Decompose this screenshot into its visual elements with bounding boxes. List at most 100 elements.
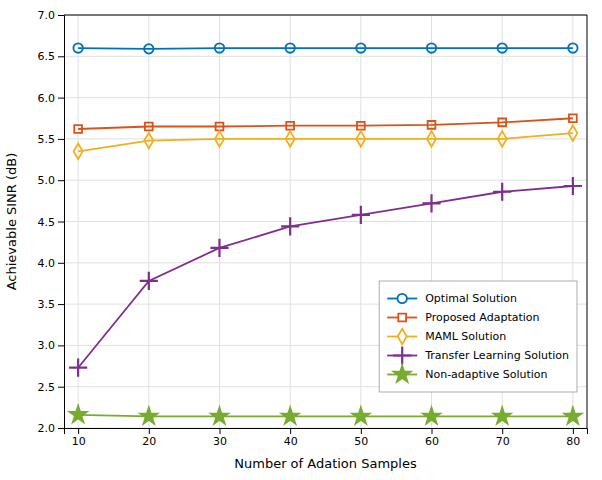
y-tick-label: 6.0: [38, 92, 56, 105]
x-tick: 20: [142, 428, 156, 448]
y-tick-label: 4.5: [38, 216, 56, 229]
x-tick-mark: [149, 428, 150, 434]
x-tick: 50: [354, 428, 368, 448]
point-marker: [215, 43, 224, 52]
point-marker: [144, 133, 153, 149]
point-marker: [70, 406, 87, 422]
y-tick-label: 4.0: [38, 257, 56, 270]
x-tick-label: 40: [284, 435, 298, 448]
y-tick-mark: [58, 345, 64, 346]
y-tick-label: 3.5: [38, 298, 56, 311]
legend-label: Non-adaptive Solution: [425, 368, 547, 381]
point-marker: [427, 131, 436, 147]
y-tick: 6.0: [38, 92, 65, 105]
x-tick-label: 80: [566, 435, 580, 448]
point-marker: [74, 125, 82, 133]
y-axis-title: Achievable SINR (dB): [4, 153, 19, 291]
legend-label: MAML Solution: [425, 330, 506, 343]
plot: 10203040506070802.02.53.03.54.04.55.05.5…: [38, 9, 588, 448]
point-marker: [73, 43, 82, 52]
point-marker: [568, 43, 577, 52]
legend-swatch-marker: [398, 314, 406, 322]
legend-swatch-marker: [393, 346, 411, 364]
point-marker: [356, 43, 365, 52]
point-marker: [144, 44, 153, 53]
x-tick-mark: [361, 428, 362, 434]
y-tick-mark: [58, 98, 64, 99]
y-tick-mark: [58, 387, 64, 388]
y-tick: 7.0: [38, 9, 65, 22]
legend-label: Optimal Solution: [425, 292, 517, 305]
x-tick-mark: [573, 428, 574, 434]
x-tick-mark: [219, 428, 220, 434]
legend-swatch-marker: [398, 329, 407, 345]
point-marker: [497, 43, 506, 52]
series-line: [78, 186, 573, 368]
point-marker: [282, 407, 299, 423]
x-tick: 80: [566, 428, 580, 448]
point-marker: [564, 407, 581, 423]
point-marker: [215, 131, 224, 147]
y-tick-mark: [58, 139, 64, 140]
series: [70, 406, 582, 424]
legend-label: Proposed Adaptation: [425, 311, 539, 324]
y-tick-mark: [58, 222, 64, 223]
legend-item: Optimal Solution: [387, 292, 517, 305]
point-marker: [140, 407, 157, 423]
y-tick-mark: [58, 263, 64, 264]
y-grid-line: [64, 180, 587, 181]
point-marker: [69, 359, 87, 377]
x-tick-label: 70: [496, 435, 510, 448]
point-marker: [281, 217, 299, 235]
y-tick-label: 6.5: [38, 50, 56, 63]
y-tick: 3.5: [38, 298, 65, 311]
series-line: [78, 47, 573, 50]
point-marker: [356, 131, 365, 147]
legend: Optimal Solution Proposed Adaptation MAML …: [379, 281, 577, 392]
legend-item: Non-adaptive Solution: [387, 366, 547, 382]
series: [74, 114, 576, 132]
series-layer: [69, 43, 582, 423]
y-tick-label: 2.5: [38, 381, 56, 394]
x-tick-label: 20: [142, 435, 156, 448]
point-marker: [428, 121, 436, 129]
point-marker: [357, 122, 365, 130]
x-tick-label: 50: [354, 435, 368, 448]
point-marker: [422, 194, 440, 212]
legend-label: Transfer Learning Solution: [424, 349, 569, 362]
y-tick-label: 3.0: [38, 339, 56, 352]
legend-box: [379, 281, 577, 392]
series: [74, 125, 578, 159]
x-axis-title: Number of Adation Samples: [234, 456, 417, 471]
y-grid-line: [64, 262, 587, 263]
y-tick: 2.5: [38, 381, 65, 394]
y-tick-label: 5.5: [38, 133, 56, 146]
y-axis-line: [58, 16, 65, 429]
frame-right: [587, 15, 588, 428]
point-marker: [285, 43, 294, 52]
y-tick: 5.5: [38, 133, 65, 146]
x-axis-line: [65, 429, 588, 435]
frame-top: [64, 15, 587, 16]
point-marker: [74, 144, 83, 160]
grid: [64, 15, 587, 428]
x-tick: 60: [425, 428, 439, 448]
point-marker: [493, 183, 511, 201]
x-tick: 30: [213, 428, 227, 448]
x-tick: 70: [496, 428, 510, 448]
legend-item: MAML Solution: [387, 329, 506, 345]
point-marker: [286, 131, 295, 147]
point-marker: [494, 407, 511, 423]
point-marker: [145, 123, 153, 131]
y-tick: 6.5: [38, 50, 65, 63]
y-tick-mark: [58, 428, 64, 429]
point-marker: [423, 407, 440, 423]
y-tick-mark: [58, 304, 64, 305]
x-tick-mark: [502, 428, 503, 434]
x-axis: 1020304050607080: [65, 428, 588, 448]
y-tick: 4.0: [38, 257, 65, 270]
y-tick-label: 7.0: [38, 9, 56, 22]
x-tick-mark: [290, 428, 291, 434]
point-marker: [216, 123, 224, 131]
y-grid-line: [64, 56, 587, 57]
